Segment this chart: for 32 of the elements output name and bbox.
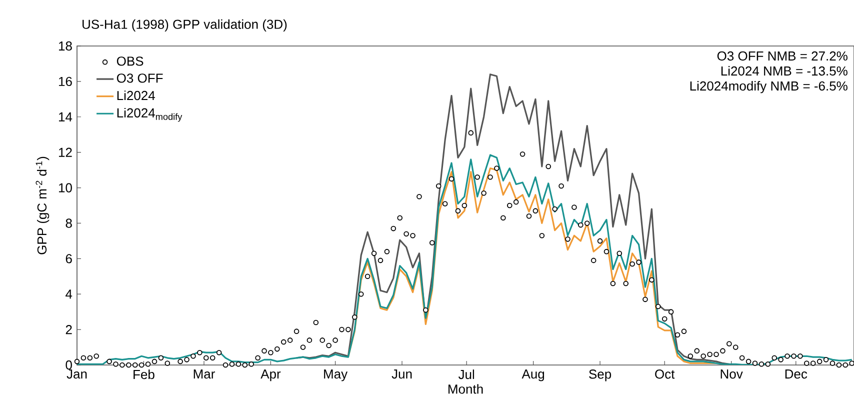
legend-label: OBS (116, 56, 144, 66)
annotation: Li2024 NMB = -13.5% (721, 66, 848, 76)
y-tick-label: 4 (66, 290, 72, 299)
legend-label: Li2024$_{modify}$ (117, 108, 182, 122)
y-tick-label: 14 (58, 112, 72, 122)
x-tick-label: Jan (66, 370, 87, 379)
x-tick-label: Jul (458, 370, 474, 380)
x-tick-label: Jun (392, 370, 412, 379)
x-axis-title: Month (448, 384, 483, 394)
x-tick-label: Oct (655, 370, 675, 379)
y-tick-label: 10 (58, 183, 72, 192)
x-tick-label: Mar (194, 370, 215, 379)
legend-label: O3 OFF (116, 74, 163, 83)
y-tick-label: 8 (66, 218, 72, 228)
y-tick-label: 6 (66, 254, 72, 264)
annotation: O3 OFF NMB = 27.2% (717, 51, 848, 61)
x-tick-label: Feb (134, 370, 154, 380)
y-tick-label: 16 (58, 76, 72, 86)
y-tick-label: 2 (66, 325, 72, 334)
chart-title: US-Ha1 (1998) GPP validation (3D) (82, 19, 287, 32)
x-tick-label: Nov (720, 370, 743, 379)
x-tick-label: May (324, 370, 348, 382)
y-tick-label: 0 (66, 360, 72, 370)
y-tick-label: 12 (58, 148, 72, 157)
x-tick-label: Sep (589, 370, 612, 382)
y-tick-label: 18 (58, 41, 72, 51)
x-tick-label: Dec (785, 370, 808, 379)
annotation: Li2024modify NMB = -6.5% (690, 81, 848, 94)
x-tick-label: Apr (260, 370, 281, 382)
x-tick-label: Aug (522, 370, 544, 382)
y-axis-title: GPP (gC m$^{-2}$ d$^{-1}$) (36, 156, 50, 254)
legend-label: Li2024 (117, 90, 155, 100)
